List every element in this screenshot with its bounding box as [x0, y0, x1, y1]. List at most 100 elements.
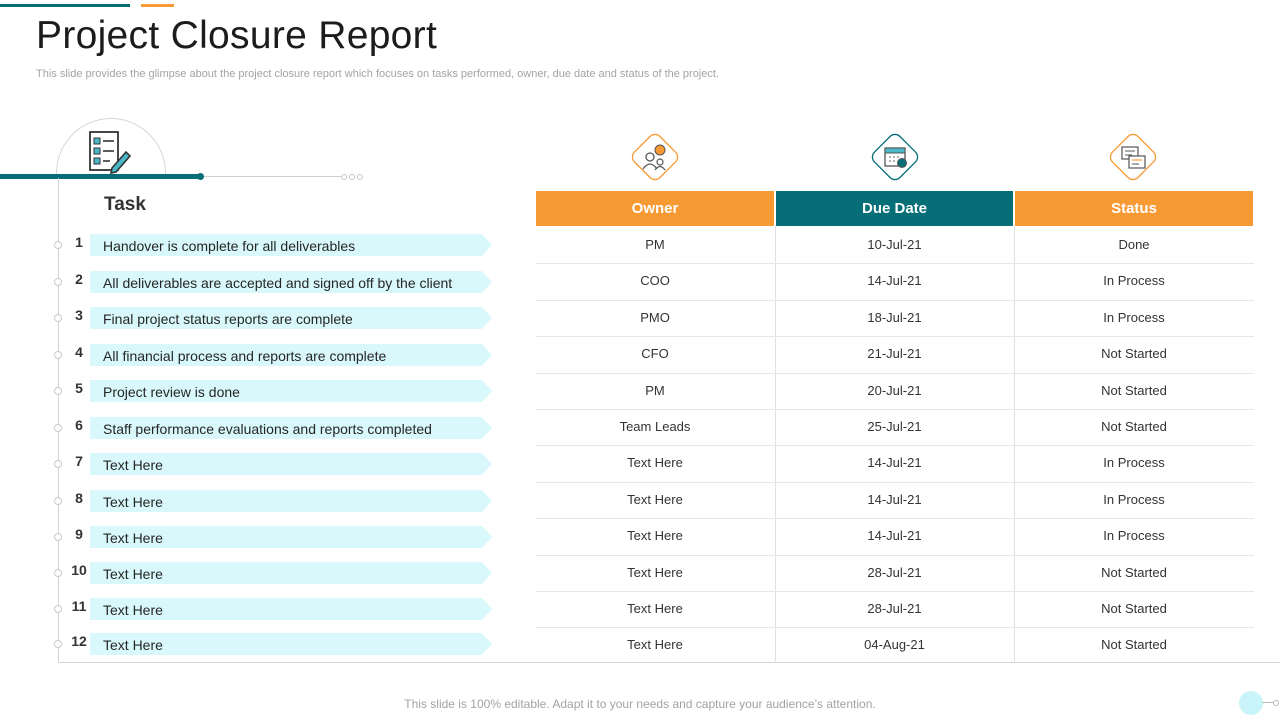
due-date-cell: 20-Jul-21: [867, 382, 922, 398]
due-date-cell: 28-Jul-21: [867, 564, 922, 580]
table-row-divider: [536, 336, 1254, 337]
table-row-divider: [536, 627, 1254, 628]
table-row-divider: [536, 518, 1254, 519]
table-row-divider: [536, 555, 1254, 556]
owner-cell: CFO: [641, 346, 669, 362]
due-date-cell: 28-Jul-21: [867, 601, 922, 616]
divider-dot: [341, 174, 347, 180]
task-bar: [90, 234, 492, 256]
due-date-cell: 25-Jul-21: [867, 419, 922, 434]
task-text: Final project status reports are complet…: [103, 311, 353, 327]
due-date-cell: 14-Jul-21: [867, 273, 922, 289]
status-cell: In Process: [1103, 309, 1165, 325]
timeline-dot: [54, 351, 62, 359]
owner-cell: PMO: [640, 309, 670, 325]
task-text: Project review is done: [103, 384, 240, 400]
status-cell: In Process: [1103, 273, 1165, 289]
task-text: All deliverables are accepted and signed…: [103, 275, 453, 291]
task-number: 8: [75, 490, 83, 506]
table-row-divider: [536, 409, 1254, 410]
task-text: Handover is complete for all deliverable…: [103, 238, 356, 254]
task-row: 9 Text Here: [54, 526, 494, 550]
task-number: 5: [75, 380, 83, 396]
task-text: All financial process and reports are co…: [103, 348, 387, 364]
task-bar: [90, 417, 492, 439]
owner-cell: Text Here: [627, 637, 683, 653]
due-date-cell: 21-Jul-21: [867, 346, 922, 362]
task-bar: [90, 562, 492, 584]
owner-column-header: Owner: [536, 191, 774, 226]
owner-cell: Text Here: [627, 455, 683, 471]
task-row: 10 Text Here: [54, 562, 494, 586]
task-number: 3: [75, 307, 83, 323]
status-cell: Not Started: [1101, 564, 1167, 580]
timeline-dot: [54, 497, 62, 505]
task-row: 12 Text Here: [54, 633, 494, 657]
slide-subtitle: This slide provides the glimpse about th…: [36, 68, 719, 80]
task-bar: [90, 598, 492, 620]
timeline-dot: [54, 387, 62, 395]
task-row: 3 Final project status reports are comple…: [54, 307, 494, 331]
task-number: 7: [75, 453, 83, 469]
due-date-cell: 04-Aug-21: [864, 637, 925, 653]
task-row: 1 Handover is complete for all deliverabl…: [54, 234, 494, 258]
task-number: 1: [75, 234, 83, 250]
owner-cell: Text Here: [627, 528, 683, 544]
column-divider: [775, 226, 776, 663]
divider-dot: [357, 174, 363, 180]
task-row: 4 All financial process and reports are c…: [54, 344, 494, 368]
due-date-cell: 14-Jul-21: [867, 491, 922, 507]
table-row-divider: [536, 591, 1254, 592]
top-accent-bar-teal: [0, 4, 130, 7]
calendar-icon: [864, 126, 926, 188]
due-date-cell: 18-Jul-21: [867, 309, 922, 325]
task-bar: [90, 271, 492, 293]
owner-cell: PM: [645, 237, 665, 252]
slide-title: Project Closure Report: [36, 14, 438, 57]
task-row: 2 All deliverables are accepted and signe…: [54, 271, 494, 295]
timeline-dot: [54, 460, 62, 468]
task-bar: [90, 453, 492, 475]
slide-footer-note: This slide is 100% editable. Adapt it to…: [404, 697, 876, 711]
status-cell: Not Started: [1101, 601, 1167, 616]
timeline-dot: [54, 569, 62, 577]
due-date-cell: 14-Jul-21: [867, 455, 922, 471]
task-number: 2: [75, 271, 83, 287]
status-document-icon: [1102, 126, 1164, 188]
footer-decoration-line: [1262, 702, 1276, 703]
task-bar: [90, 633, 492, 655]
timeline-dot: [54, 241, 62, 249]
owner-cell: Team Leads: [619, 419, 691, 434]
task-number: 12: [71, 633, 87, 649]
checklist-clipboard-icon: [86, 130, 132, 175]
timeline-dot: [54, 278, 62, 286]
task-header-divider: [204, 176, 342, 177]
divider-dot: [349, 174, 355, 180]
owner-cell: Text Here: [627, 564, 683, 580]
top-accent-bar-orange: [141, 4, 174, 7]
table-row-divider: [536, 263, 1254, 264]
task-bar: [90, 380, 492, 402]
task-row: 8 Text Here: [54, 490, 494, 514]
task-row: 5 Project review is done: [54, 380, 494, 404]
task-row: 6 Staff performance evaluations and repor…: [54, 417, 494, 441]
timeline-dot: [54, 533, 62, 541]
task-number: 6: [75, 417, 83, 433]
task-row: 11 Text Here: [54, 598, 494, 622]
due-date-cell: 10-Jul-21: [867, 237, 922, 252]
status-cell: In Process: [1103, 528, 1165, 544]
table-row-divider: [536, 482, 1254, 483]
status-cell: Not Started: [1101, 419, 1167, 434]
owner-cell: Text Here: [627, 491, 683, 507]
table-row-divider: [536, 300, 1254, 301]
bottom-rule: [58, 662, 1280, 663]
task-header-bar: [0, 174, 200, 179]
status-cell: In Process: [1103, 455, 1165, 471]
timeline-dot: [54, 314, 62, 322]
task-timeline-line: [58, 178, 59, 663]
status-cell: In Process: [1103, 491, 1165, 507]
task-column-heading: Task: [104, 194, 146, 215]
task-text: Text Here: [103, 457, 163, 473]
owner-people-icon: [624, 126, 686, 188]
task-header-bar-end-dot: [197, 173, 204, 180]
